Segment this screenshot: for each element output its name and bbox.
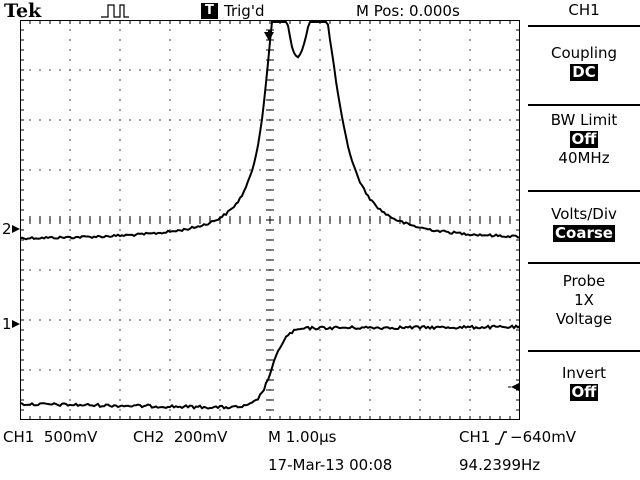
volts-div-value: Coarse bbox=[553, 224, 615, 242]
waveform-display bbox=[20, 20, 520, 420]
bw-limit-menu-button[interactable]: BW Limit Off 40MHz bbox=[528, 111, 640, 168]
frequency-readout: 94.2399Hz bbox=[459, 456, 541, 474]
trigger-source: CH1 bbox=[459, 428, 491, 446]
invert-value: Off bbox=[569, 383, 599, 401]
invert-label: Invert bbox=[561, 364, 607, 382]
graticule bbox=[20, 20, 520, 420]
ch2-marker-label: 2 bbox=[2, 220, 12, 238]
trigger-level-marker bbox=[508, 383, 519, 391]
date-time: 17-Mar-13 00:08 bbox=[268, 456, 393, 474]
bw-limit-label: BW Limit bbox=[550, 111, 618, 129]
timebase: M 1.00μs bbox=[268, 428, 337, 446]
coupling-menu-button[interactable]: Coupling DC bbox=[528, 44, 640, 82]
volts-div-label: Volts/Div bbox=[551, 205, 617, 223]
menu-title: CH1 bbox=[568, 1, 600, 19]
volts-div-menu-button[interactable]: Volts/Div Coarse bbox=[528, 205, 640, 243]
ch2-marker-arrow bbox=[12, 225, 20, 233]
rising-edge-icon bbox=[495, 431, 507, 445]
ch1-scale: CH1 500mV bbox=[3, 428, 98, 446]
ch2-trace bbox=[20, 21, 520, 241]
probe-attenuation: 1X bbox=[574, 291, 594, 309]
menu-separator bbox=[528, 190, 640, 192]
menu-separator bbox=[528, 350, 640, 352]
ch1-marker-label: 1 bbox=[2, 315, 12, 333]
pulse-icon bbox=[101, 4, 129, 18]
horizontal-position: M Pos: 0.000s bbox=[356, 2, 460, 20]
coupling-value: DC bbox=[570, 63, 598, 81]
brand-logo: Tek bbox=[4, 0, 42, 22]
menu-separator bbox=[528, 104, 640, 106]
invert-menu-button[interactable]: Invert Off bbox=[528, 364, 640, 402]
bw-limit-value: Off bbox=[569, 130, 599, 148]
bw-limit-frequency: 40MHz bbox=[558, 149, 610, 167]
probe-menu-button[interactable]: Probe 1X Voltage bbox=[528, 272, 640, 329]
trigger-level: −640mV bbox=[510, 428, 577, 446]
ch1-marker-arrow bbox=[12, 320, 20, 328]
trigger-status: Trig'd bbox=[224, 2, 265, 20]
trigger-position-marker bbox=[264, 30, 274, 41]
coupling-label: Coupling bbox=[550, 44, 618, 62]
menu-separator bbox=[528, 262, 640, 264]
menu-separator bbox=[528, 25, 640, 27]
probe-label: Probe bbox=[562, 272, 606, 290]
probe-type: Voltage bbox=[555, 310, 613, 328]
ch2-scale: CH2 200mV bbox=[133, 428, 228, 446]
trigger-status-badge: T bbox=[201, 3, 218, 19]
ch1-trace bbox=[20, 324, 520, 410]
